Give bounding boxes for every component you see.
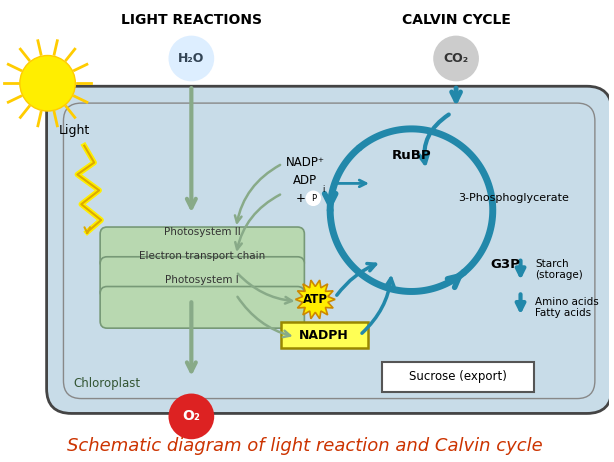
Text: NADP⁺: NADP⁺ — [286, 156, 325, 169]
Text: O₂: O₂ — [182, 409, 200, 423]
Text: Electron transport chain: Electron transport chain — [139, 251, 265, 261]
Text: Schematic diagram of light reaction and Calvin cycle: Schematic diagram of light reaction and … — [66, 437, 542, 455]
FancyBboxPatch shape — [382, 362, 534, 392]
Circle shape — [434, 36, 478, 80]
Text: Sucrose (export): Sucrose (export) — [409, 370, 507, 383]
Text: CALVIN CYCLE: CALVIN CYCLE — [402, 13, 510, 27]
Text: H₂O: H₂O — [178, 52, 204, 65]
Text: Photosystem II: Photosystem II — [164, 227, 241, 237]
Text: G3P: G3P — [491, 258, 521, 271]
FancyBboxPatch shape — [281, 322, 368, 348]
Circle shape — [169, 395, 213, 438]
Text: ADP: ADP — [293, 174, 317, 187]
Text: +: + — [295, 192, 305, 205]
Text: i: i — [322, 185, 325, 195]
Text: NADPH: NADPH — [300, 328, 349, 341]
FancyBboxPatch shape — [100, 227, 305, 269]
Text: Chloroplast: Chloroplast — [74, 377, 141, 390]
Circle shape — [169, 36, 213, 80]
Text: RuBP: RuBP — [392, 149, 431, 162]
FancyBboxPatch shape — [100, 257, 305, 298]
Text: CO₂: CO₂ — [443, 52, 468, 65]
Text: Light: Light — [59, 124, 90, 137]
Text: LIGHT REACTIONS: LIGHT REACTIONS — [121, 13, 262, 27]
Circle shape — [306, 191, 321, 205]
FancyBboxPatch shape — [47, 86, 612, 413]
Text: Photosystem I: Photosystem I — [165, 274, 239, 285]
Polygon shape — [295, 280, 335, 319]
Text: P: P — [311, 194, 316, 203]
Text: ATP: ATP — [303, 293, 328, 306]
Text: 3-Phosphoglycerate: 3-Phosphoglycerate — [458, 193, 569, 203]
FancyBboxPatch shape — [100, 286, 305, 328]
Text: Amino acids
Fatty acids: Amino acids Fatty acids — [535, 297, 599, 318]
Text: Starch
(storage): Starch (storage) — [535, 259, 583, 280]
Circle shape — [20, 55, 76, 111]
